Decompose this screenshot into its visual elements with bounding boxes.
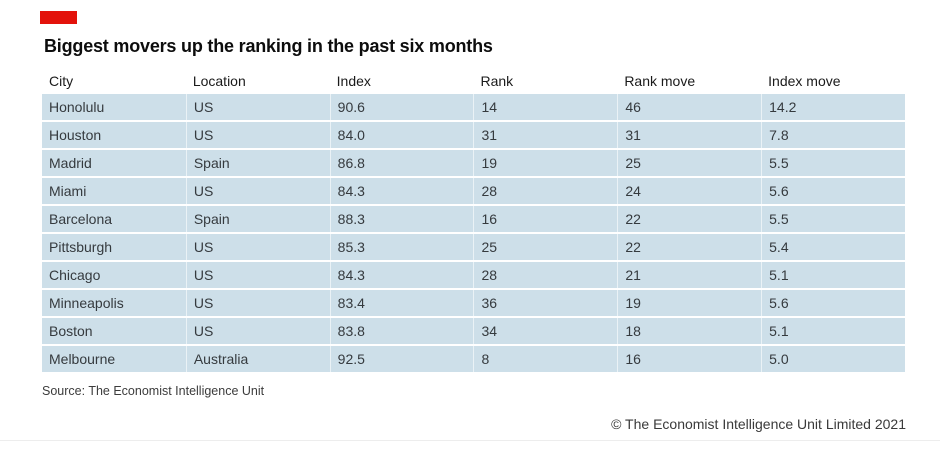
cell-index: 86.8 (329, 150, 474, 176)
cell-index: 83.8 (329, 318, 474, 344)
table-row: Boston US 83.8 34 18 5.1 (42, 318, 905, 344)
cell-rank-move: 16 (617, 346, 762, 372)
table-row: Melbourne Australia 92.5 8 16 5.0 (42, 346, 905, 372)
cell-rank-move: 24 (617, 178, 762, 204)
bottom-divider (0, 440, 940, 441)
column-header-rank-move: Rank move (624, 73, 696, 89)
cell-rank: 31 (473, 122, 618, 148)
cell-index-move: 5.5 (761, 206, 905, 232)
cell-index: 88.3 (329, 206, 474, 232)
movers-table: City Location Index Rank Rank move Index… (42, 62, 905, 374)
cell-city: Minneapolis (42, 290, 186, 316)
cell-city: Barcelona (42, 206, 186, 232)
cell-city: Miami (42, 178, 186, 204)
table-row: Barcelona Spain 88.3 16 22 5.5 (42, 206, 905, 232)
cell-rank-move: 19 (617, 290, 762, 316)
cell-index-move: 5.0 (761, 346, 905, 372)
cell-rank: 36 (473, 290, 618, 316)
cell-index: 92.5 (329, 346, 474, 372)
cell-rank: 16 (473, 206, 618, 232)
cell-rank-move: 22 (617, 234, 762, 260)
cell-index-move: 5.6 (761, 290, 905, 316)
column-header-index: Index (336, 73, 371, 89)
cell-location: US (185, 234, 330, 260)
cell-location: US (185, 290, 330, 316)
brand-red-tag-icon (40, 11, 77, 24)
cell-city: Madrid (42, 150, 186, 176)
cell-rank-move: 46 (617, 94, 762, 120)
movers-table-container: City Location Index Rank Rank move Index… (42, 62, 905, 374)
column-header-location: Location (192, 73, 246, 89)
cell-rank-move: 22 (617, 206, 762, 232)
cell-rank-move: 21 (617, 262, 762, 288)
column-header-city: City (49, 73, 74, 89)
column-header-rank: Rank (480, 73, 514, 89)
cell-index-move: 14.2 (761, 94, 905, 120)
table-row: Pittsburgh US 85.3 25 22 5.4 (42, 234, 905, 260)
cell-city: Boston (42, 318, 186, 344)
cell-rank: 28 (473, 178, 618, 204)
column-header-index-move: Index move (768, 73, 841, 89)
table-row: Chicago US 84.3 28 21 5.1 (42, 262, 905, 288)
cell-index: 85.3 (329, 234, 474, 260)
cell-location: Spain (185, 206, 330, 232)
cell-location: US (185, 122, 330, 148)
cell-location: US (185, 178, 330, 204)
table-header-row: City Location Index Rank Rank move Index… (42, 64, 905, 92)
chart-title: Biggest movers up the ranking in the pas… (44, 36, 493, 56)
table-row: Minneapolis US 83.4 36 19 5.6 (42, 290, 905, 316)
cell-rank-move: 31 (617, 122, 762, 148)
cell-index-move: 5.4 (761, 234, 905, 260)
cell-location: Australia (185, 346, 330, 372)
cell-city: Pittsburgh (42, 234, 186, 260)
cell-rank: 19 (473, 150, 618, 176)
cell-rank: 34 (473, 318, 618, 344)
cell-index: 90.6 (329, 94, 474, 120)
cell-rank: 28 (473, 262, 618, 288)
cell-index-move: 5.1 (761, 262, 905, 288)
cell-index: 84.3 (329, 262, 474, 288)
cell-rank-move: 25 (617, 150, 762, 176)
cell-location: US (185, 262, 330, 288)
table-row: Madrid Spain 86.8 19 25 5.5 (42, 150, 905, 176)
cell-location: US (185, 94, 330, 120)
cell-index-move: 7.8 (761, 122, 905, 148)
cell-index-move: 5.1 (761, 318, 905, 344)
cell-rank: 25 (473, 234, 618, 260)
cell-index: 83.4 (329, 290, 474, 316)
cell-location: Spain (185, 150, 330, 176)
cell-index-move: 5.5 (761, 150, 905, 176)
table-row: Honolulu US 90.6 14 46 14.2 (42, 94, 905, 120)
cell-index: 84.3 (329, 178, 474, 204)
cell-rank: 14 (473, 94, 618, 120)
cell-city: Melbourne (42, 346, 186, 372)
cell-city: Honolulu (42, 94, 186, 120)
cell-city: Chicago (42, 262, 186, 288)
table-row: Houston US 84.0 31 31 7.8 (42, 122, 905, 148)
cell-rank: 8 (473, 346, 618, 372)
cell-rank-move: 18 (617, 318, 762, 344)
cell-index: 84.0 (329, 122, 474, 148)
cell-city: Houston (42, 122, 186, 148)
cell-index-move: 5.6 (761, 178, 905, 204)
cell-location: US (185, 318, 330, 344)
copyright-note: © The Economist Intelligence Unit Limite… (611, 416, 906, 432)
source-note: Source: The Economist Intelligence Unit (42, 384, 265, 398)
table-row: Miami US 84.3 28 24 5.6 (42, 178, 905, 204)
